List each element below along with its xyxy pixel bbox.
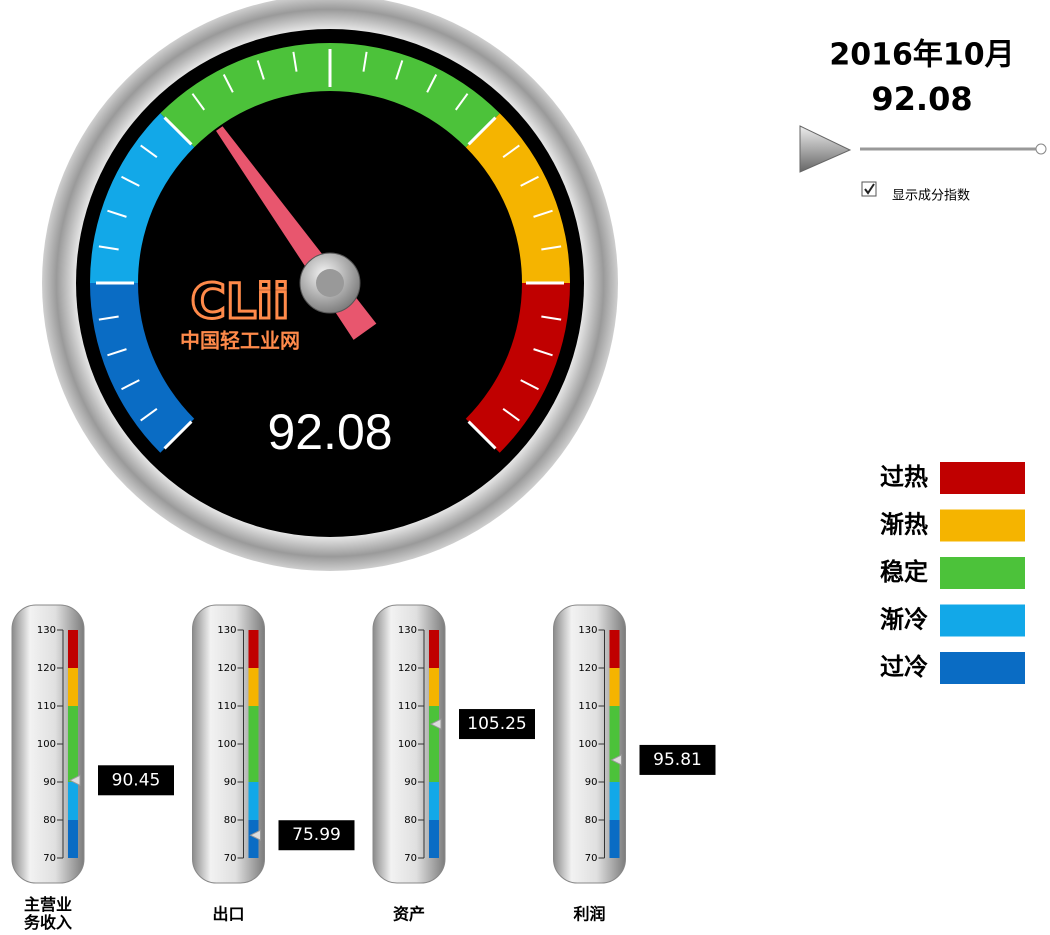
scale-band — [68, 782, 78, 820]
tick-label: 70 — [585, 853, 598, 864]
legend-label: 过热 — [880, 463, 928, 491]
tick-label: 80 — [224, 815, 237, 826]
scale-band — [429, 820, 439, 858]
scale-band — [429, 668, 439, 706]
tick-label: 70 — [224, 853, 237, 864]
scale-band — [68, 668, 78, 706]
gauge-title: 利润 — [573, 905, 605, 924]
scale-band — [610, 820, 620, 858]
scale-band — [429, 782, 439, 820]
tick-label: 80 — [585, 815, 598, 826]
tick-label: 70 — [43, 853, 56, 864]
slider-handle[interactable] — [1036, 144, 1046, 154]
legend-swatch — [940, 652, 1025, 684]
dashboard: 2016年10月 92.08 显示成分指数 过热渐热稳定渐冷过冷 CLii中国轻工… — [0, 0, 1050, 935]
tick-label: 130 — [398, 625, 417, 636]
tick-label: 120 — [37, 663, 56, 674]
scale-band — [610, 630, 620, 668]
tick-label: 110 — [37, 701, 56, 712]
scale-band — [68, 820, 78, 858]
tick-label: 90 — [43, 777, 56, 788]
gauge-title: 主营业务收入 — [24, 895, 72, 932]
play-button[interactable] — [800, 126, 850, 172]
tick-label: 90 — [585, 777, 598, 788]
gauge-title: 出口 — [212, 905, 244, 924]
scale-band — [429, 706, 439, 782]
scale-band — [249, 706, 259, 782]
value-label: 95.81 — [653, 750, 702, 770]
watermark-text: 中国轻工业网 — [180, 329, 300, 353]
tick-label: 80 — [404, 815, 417, 826]
tick-label: 100 — [398, 739, 417, 750]
tick-label: 100 — [578, 739, 597, 750]
tick-label: 120 — [217, 663, 236, 674]
tick-label: 130 — [217, 625, 236, 636]
scale-band — [249, 630, 259, 668]
tick-label: 110 — [217, 701, 236, 712]
tick-label: 110 — [578, 701, 597, 712]
scale-band — [610, 782, 620, 820]
legend-label: 渐热 — [880, 511, 928, 539]
tick-label: 90 — [404, 777, 417, 788]
scale-band — [68, 630, 78, 668]
legend-label: 过冷 — [880, 653, 928, 681]
legend-swatch — [940, 462, 1025, 494]
scale-band — [249, 782, 259, 820]
value-label: 75.99 — [292, 825, 341, 845]
legend-swatch — [940, 605, 1025, 637]
legend-label: 稳定 — [880, 558, 928, 586]
scale-band — [68, 706, 78, 782]
tick-label: 70 — [404, 853, 417, 864]
value-label: 105.25 — [467, 714, 526, 734]
tick-label: 80 — [43, 815, 56, 826]
gauge-readout: 92.08 — [267, 404, 392, 460]
tick-label: 120 — [398, 663, 417, 674]
value-label: 90.45 — [112, 770, 161, 790]
tick-label: 120 — [578, 663, 597, 674]
scale-band — [429, 630, 439, 668]
index-value: 92.08 — [871, 80, 972, 118]
gauge-title: 资产 — [393, 905, 425, 924]
tick-label: 90 — [224, 777, 237, 788]
tick-label: 130 — [37, 625, 56, 636]
scale-band — [610, 668, 620, 706]
tick-label: 110 — [398, 701, 417, 712]
legend-swatch — [940, 510, 1025, 542]
period: 2016年10月 — [829, 38, 1014, 73]
watermark-logo: CLii — [191, 274, 290, 330]
gauge-hub-center — [316, 269, 344, 297]
checkbox-label[interactable]: 显示成分指数 — [892, 189, 970, 204]
scale-band — [610, 706, 620, 782]
legend-swatch — [940, 557, 1025, 589]
tick-label: 100 — [217, 739, 236, 750]
scale-band — [249, 668, 259, 706]
tick-label: 100 — [37, 739, 56, 750]
tick-label: 130 — [578, 625, 597, 636]
legend-label: 渐冷 — [880, 606, 928, 634]
